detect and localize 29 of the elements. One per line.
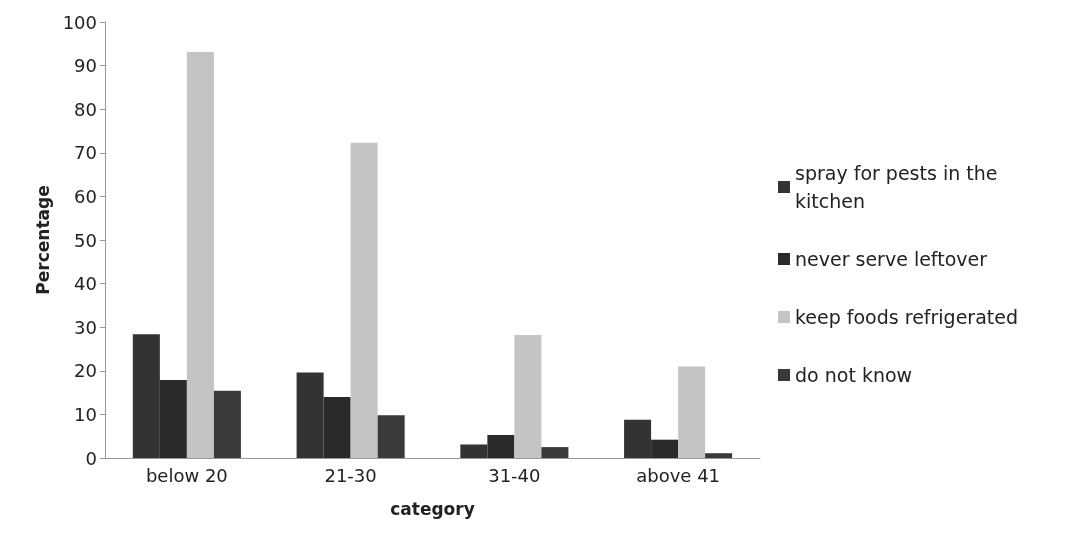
y-tick-label: 80 [74, 98, 97, 120]
legend-label: do not know [795, 364, 913, 386]
y-tick-label: 10 [74, 403, 97, 425]
y-tick-label: 90 [74, 55, 97, 77]
bar [541, 447, 569, 458]
x-tick-label: 31-40 [488, 464, 541, 486]
x-tick-label: above 41 [636, 464, 721, 486]
x-tick-label: below 20 [145, 464, 228, 486]
bar [377, 415, 405, 458]
y-tick-label: 100 [62, 11, 97, 33]
bar [514, 335, 542, 458]
y-tick-label: 30 [74, 316, 97, 338]
legend-label: never serve leftover [795, 248, 988, 270]
x-tick-label: 21-30 [324, 464, 377, 486]
y-tick-label: 40 [74, 273, 97, 295]
x-axis-title: category [390, 498, 475, 519]
legend-label: keep foods refrigerated [795, 306, 1019, 328]
bar [186, 52, 214, 458]
y-tick-label: 20 [74, 360, 97, 382]
bar [350, 142, 378, 458]
y-tick-label: 50 [74, 229, 97, 251]
bar [213, 390, 241, 458]
bar [705, 453, 733, 458]
legend-label: spray for pests in the kitchen [795, 162, 998, 212]
y-axis-title: Percentage [33, 185, 54, 295]
y-tick-label: 70 [74, 142, 97, 164]
y-tick-label: 0 [85, 447, 97, 469]
y-tick-label: 60 [74, 185, 97, 207]
bar [678, 366, 706, 458]
